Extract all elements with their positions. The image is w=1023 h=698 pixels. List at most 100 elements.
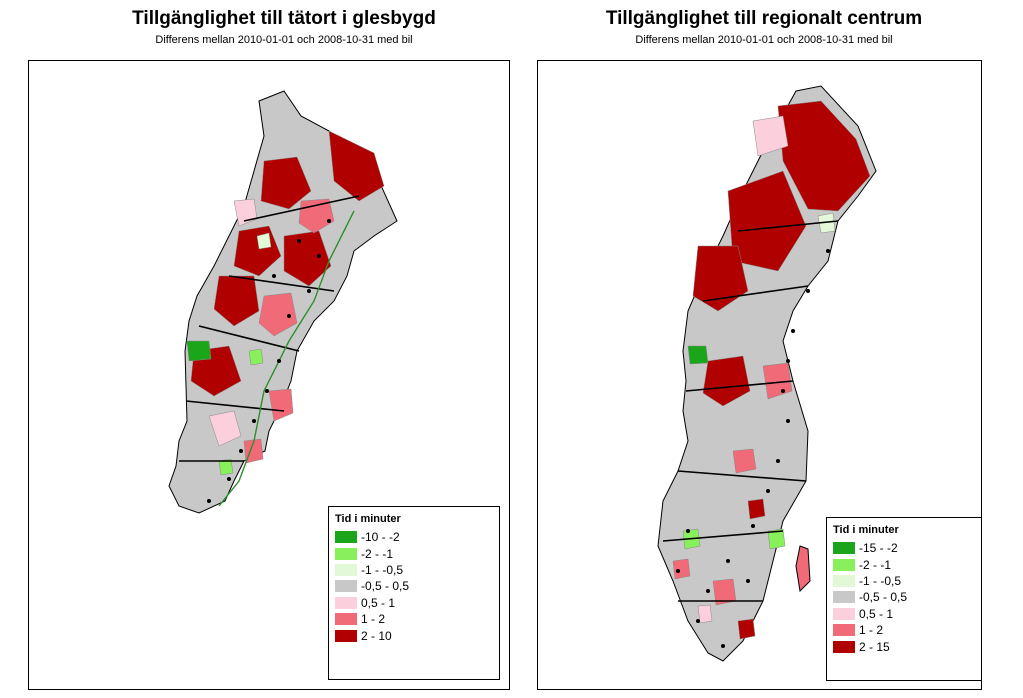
right-legend-label-2: -2 - -1 [859,557,892,572]
left-town-dot-5 [277,359,281,363]
right-legend-swatch-4 [833,591,855,604]
left-town-dot-11 [297,239,301,243]
left-map-title: Tillgänglighet till tätort i glesbygd [132,8,436,29]
left-legend: Tid i minuter -10 - -2 -2 - -1 -1 - -0,5… [328,506,500,680]
right-town-dot-13 [676,569,680,573]
left-municipality-15 [248,348,264,366]
right-legend-swatch-2 [833,558,855,571]
left-municipality-2 [328,130,385,202]
right-municipality-9 [732,448,757,474]
right-town-dot-4 [786,359,790,363]
left-legend-swatch-6 [335,613,357,626]
left-town-dot-1 [327,219,331,223]
right-legend-row-3: -1 - -0,5 [833,573,981,589]
left-legend-row-6: 1 - 2 [335,611,499,627]
right-town-dot-10 [726,559,730,563]
left-map-canvas [168,90,398,514]
right-municipality-14 [737,618,756,640]
left-municipality-16 [218,458,234,476]
right-municipality-15 [697,604,713,624]
left-legend-label-6: 1 - 2 [361,612,386,627]
left-legend-row-3: -1 - -0,5 [335,562,499,578]
left-municipality-5 [213,275,260,327]
right-town-dot-2 [806,289,810,293]
right-legend: Tid i minuter -15 - -2 -2 - -1 -1 - -0,5… [826,517,982,681]
left-legend-label-1: -10 - -2 [361,530,400,545]
right-map-canvas [657,85,877,662]
left-legend-swatch-5 [335,596,357,609]
right-town-dot-3 [791,329,795,333]
left-legend-label-2: -2 - -1 [361,546,394,561]
left-legend-label-4: -0,5 - 0,5 [361,579,410,594]
left-town-dot-9 [227,477,231,481]
right-map-title: Tillgänglighet till regionalt centrum [605,8,923,29]
right-town-dot-14 [696,619,700,623]
left-town-dot-12 [272,274,276,278]
left-town-dot-6 [265,389,269,393]
left-town-dot-3 [307,289,311,293]
right-town-dot-11 [706,589,710,593]
left-municipality-1 [260,156,312,210]
right-gotland-island [795,545,811,593]
left-map-subtitle: Differens mellan 2010-01-01 och 2008-10-… [155,34,413,46]
left-map-regions [168,90,398,514]
left-municipality-10 [268,388,294,422]
right-town-dot-5 [781,389,785,393]
left-green-boundary [218,210,355,507]
right-municipality-4 [752,115,789,157]
right-legend-title: Tid i minuter [833,524,899,536]
right-legend-row-1: -15 - -2 [833,540,981,556]
right-town-dot-9 [751,524,755,528]
left-municipality-7 [258,292,298,337]
right-town-dot-7 [776,459,780,463]
right-town-dot-16 [746,579,750,583]
left-legend-swatch-4 [335,580,357,593]
right-legend-row-6: 1 - 2 [833,622,981,638]
left-legend-label-5: 0,5 - 1 [361,595,396,610]
left-town-dot-7 [252,419,256,423]
left-town-dot-2 [317,254,321,258]
right-town-dot-6 [786,419,790,423]
right-legend-label-5: 0,5 - 1 [859,606,894,621]
left-municipality-14 [256,232,272,250]
right-legend-row-5: 0,5 - 1 [833,606,981,622]
right-town-dot-12 [686,529,690,533]
right-legend-label-7: 2 - 15 [859,639,890,654]
left-legend-title: Tid i minuter [335,513,401,525]
right-town-dot-1 [826,249,830,253]
right-legend-swatch-6 [833,624,855,637]
right-county-borders [662,220,839,602]
left-legend-swatch-1 [335,531,357,544]
left-legend-row-7: 2 - 10 [335,627,499,643]
left-legend-label-3: -1 - -0,5 [361,562,404,577]
right-municipality-6 [762,362,793,400]
left-legend-row-1: -10 - -2 [335,529,499,545]
right-municipality-11 [747,498,766,520]
right-municipality-7 [687,345,709,365]
right-map-subtitle: Differens mellan 2010-01-01 och 2008-10-… [635,34,893,46]
right-municipality-1 [777,100,871,212]
left-legend-swatch-3 [335,563,357,576]
left-legend-row-2: -2 - -1 [335,545,499,561]
right-legend-row-2: -2 - -1 [833,556,981,572]
right-town-dot-15 [721,644,725,648]
left-town-dot-10 [207,499,211,503]
right-legend-label-4: -0,5 - 0,5 [859,590,908,605]
right-municipality-8 [817,212,836,234]
left-municipality-13 [186,340,212,362]
left-town-dot-4 [287,314,291,318]
left-legend-swatch-2 [335,547,357,560]
left-municipality-11 [208,410,242,447]
left-municipality-12 [243,438,264,464]
left-legend-row-4: -0,5 - 0,5 [335,578,499,594]
right-legend-swatch-5 [833,607,855,620]
right-legend-swatch-3 [833,574,855,587]
right-map-frame [537,60,982,690]
right-map-regions [657,85,877,662]
left-map-frame [28,60,510,690]
right-municipality-3 [692,245,749,312]
right-legend-row-4: -0,5 - 0,5 [833,589,981,605]
left-legend-row-5: 0,5 - 1 [335,595,499,611]
right-municipality-5 [702,355,751,407]
right-legend-swatch-7 [833,640,855,653]
